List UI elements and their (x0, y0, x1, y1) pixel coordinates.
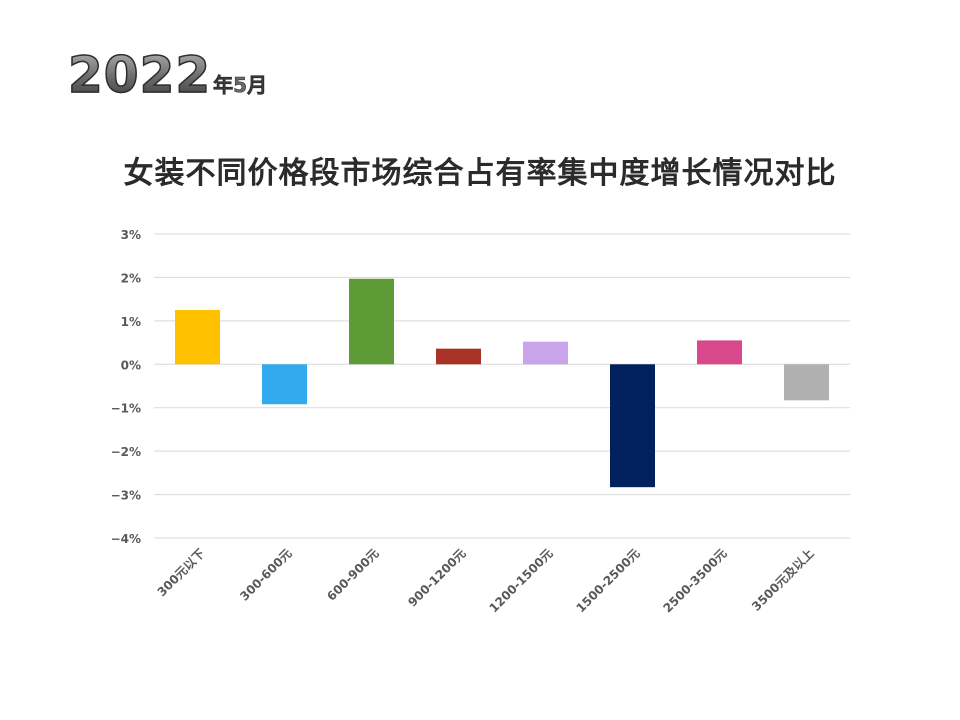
bar (175, 310, 220, 365)
y-tick-label: 3% (121, 228, 141, 242)
month-text: 年5月 (213, 73, 268, 98)
bar (610, 364, 655, 488)
chart-title: 女装不同价格段市场综合占有率集中度增长情况对比 (123, 156, 837, 191)
bar (349, 278, 394, 365)
y-tick-label: −4% (111, 532, 141, 546)
y-tick-label: −1% (111, 402, 141, 416)
x-tick-label: 300元以下 (155, 546, 208, 599)
x-tick-label: 300-600元 (237, 546, 294, 603)
x-tick-label: 1200-1500元 (486, 546, 555, 615)
x-tick-label: 3500元及以上 (748, 546, 816, 614)
bar (523, 341, 568, 365)
date-heading: 2022 年5月 (67, 45, 268, 105)
x-tick-label: 900-1200元 (405, 546, 468, 609)
y-tick-label: −3% (111, 489, 141, 503)
y-tick-label: 0% (121, 358, 141, 372)
y-tick-label: 1% (121, 315, 141, 329)
y-tick-label: −2% (111, 445, 141, 459)
bar (697, 340, 742, 365)
x-tick-label: 1500-2500元 (573, 546, 642, 615)
bar (436, 348, 481, 365)
bar (784, 364, 829, 401)
bar (262, 364, 307, 405)
x-tick-label: 600-900元 (324, 546, 381, 603)
year-text: 2022 (67, 45, 212, 105)
y-tick-label: 2% (121, 271, 141, 285)
x-tick-label: 2500-3500元 (660, 546, 729, 615)
